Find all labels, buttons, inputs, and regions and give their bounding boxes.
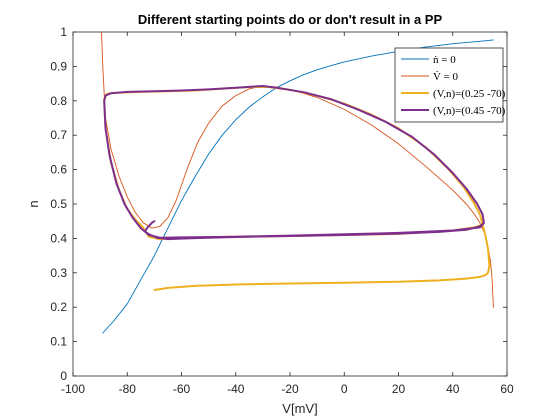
series-layer <box>101 31 494 334</box>
x-tick-label: -100 <box>61 382 85 396</box>
x-tick-label: 60 <box>500 382 514 396</box>
series-line-2 <box>101 31 494 308</box>
legend-label-1: ṅ = 0 <box>433 54 456 66</box>
y-tick-label: 0.2 <box>50 300 67 314</box>
x-tick-label: -40 <box>227 382 245 396</box>
x-tick-label: -20 <box>281 382 299 396</box>
legend: ṅ = 0 V̇ = 0 (V,n)=(0.25 -70) (V,n)=(0.45 -… <box>394 47 506 123</box>
y-tick-label: 1 <box>60 25 67 39</box>
x-axis-label: V[mV] <box>282 401 317 416</box>
legend-label-4: (V,n)=(0.45 -70) <box>433 105 506 117</box>
y-axis-label: n <box>26 200 41 207</box>
y-tick-label: 0.1 <box>50 335 67 349</box>
x-tick-label: 40 <box>446 382 460 396</box>
y-tick-label: 0.8 <box>50 94 67 108</box>
y-tick-label: 0.5 <box>50 197 67 211</box>
x-tick-label: -80 <box>119 382 137 396</box>
y-tick-label: 0.6 <box>50 163 67 177</box>
legend-label-2: V̇ = 0 <box>433 71 458 83</box>
chart-title: Different starting points do or don't re… <box>138 12 443 27</box>
legend-label-3: (V,n)=(0.25 -70) <box>433 88 506 100</box>
x-tick-label: -60 <box>173 382 191 396</box>
y-tick-label: 0.3 <box>50 266 67 280</box>
x-tick-label: 0 <box>341 382 348 396</box>
x-tick-label: 20 <box>392 382 406 396</box>
y-tick-label: 0.9 <box>50 59 67 73</box>
y-tick-label: 0.4 <box>50 231 67 245</box>
series-line-4 <box>103 85 485 241</box>
y-tick-label: 0 <box>60 369 67 383</box>
y-tick-label: 0.7 <box>50 128 67 142</box>
tick-layer: -100 -80 -60 -40 -20 0 20 40 60 0 0.1 0.2 0.3 0.4 0.5 0… <box>50 25 514 396</box>
